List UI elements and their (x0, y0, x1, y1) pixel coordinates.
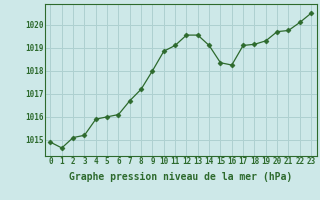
X-axis label: Graphe pression niveau de la mer (hPa): Graphe pression niveau de la mer (hPa) (69, 172, 292, 182)
